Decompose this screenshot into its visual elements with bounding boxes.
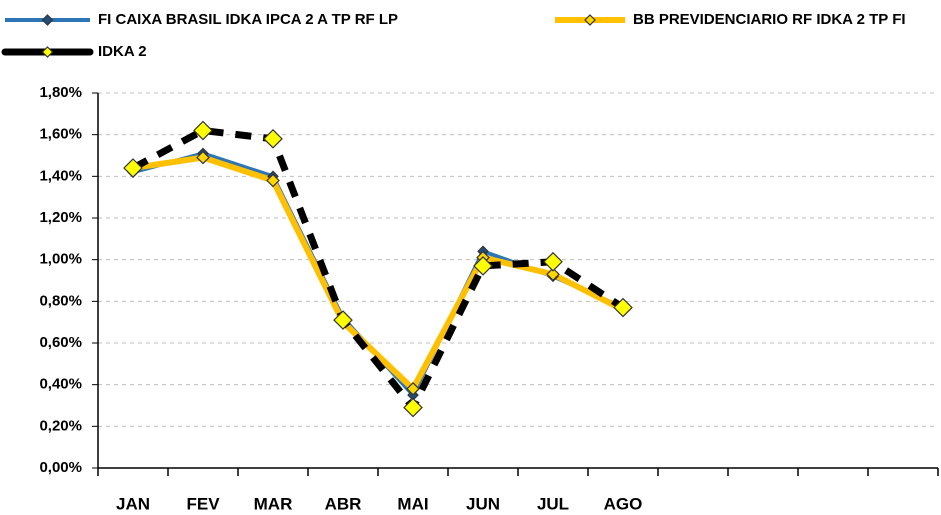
- legend-label: BB PREVIDENCIARIO RF IDKA 2 TP FI: [633, 11, 906, 28]
- y-tick-label: 0,40%: [39, 376, 82, 393]
- marker: [333, 310, 353, 330]
- legend-label: FI CAIXA BRASIL IDKA IPCA 2 A TP RF LP: [98, 11, 398, 28]
- y-tick-label: 1,60%: [39, 126, 82, 143]
- marker: [123, 158, 143, 178]
- y-tick-label: 1,40%: [39, 167, 82, 184]
- x-tick-label: ABR: [325, 494, 362, 513]
- y-tick-label: 0,60%: [39, 334, 82, 351]
- marker: [473, 256, 493, 276]
- marker: [266, 173, 280, 188]
- y-tick-label: 0,80%: [39, 292, 82, 309]
- legend-marker: [41, 14, 54, 26]
- x-tick-label: FEV: [186, 494, 220, 513]
- marker: [263, 128, 283, 149]
- legend-marker: [584, 14, 596, 26]
- marker: [406, 381, 420, 396]
- x-tick-label: JUL: [537, 494, 569, 513]
- marker: [613, 297, 633, 318]
- x-tick-label: MAR: [254, 494, 293, 513]
- y-tick-label: 1,20%: [39, 209, 82, 226]
- marker: [196, 150, 210, 165]
- series-line: [131, 127, 625, 412]
- y-tick-label: 0,20%: [39, 417, 82, 434]
- x-tick-label: MAI: [397, 494, 428, 513]
- marker: [546, 267, 560, 282]
- legend-marker: [41, 46, 54, 58]
- y-tick-label: 1,80%: [39, 84, 82, 101]
- marker: [403, 397, 423, 418]
- marker: [543, 251, 563, 272]
- x-tick-label: JAN: [116, 494, 150, 513]
- x-tick-label: AGO: [604, 494, 643, 513]
- x-tick-label: JUN: [466, 494, 500, 513]
- series-line: [132, 154, 625, 392]
- y-tick-label: 1,00%: [39, 251, 82, 268]
- legend-label: IDKA 2: [98, 43, 147, 60]
- marker: [193, 120, 213, 141]
- y-tick-label: 0,00%: [39, 459, 82, 476]
